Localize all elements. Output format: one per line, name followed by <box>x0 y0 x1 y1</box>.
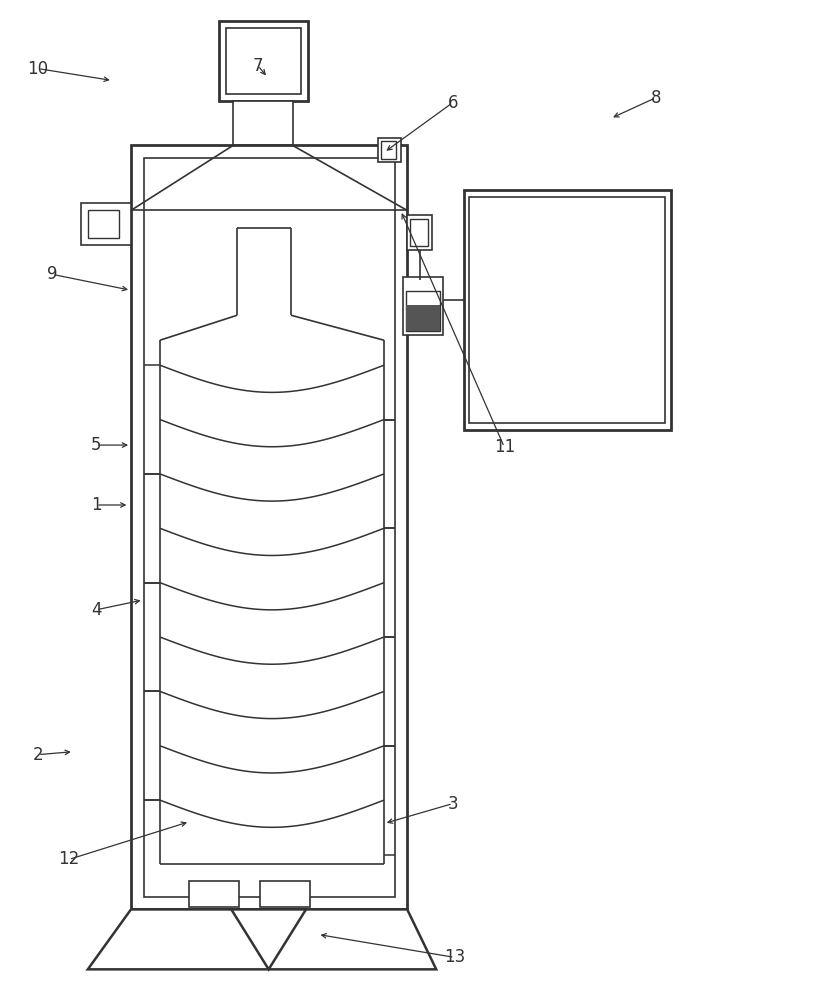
Text: 9: 9 <box>47 265 57 283</box>
Bar <box>406 291 440 331</box>
Bar <box>81 203 131 245</box>
Bar <box>219 21 307 101</box>
Text: 8: 8 <box>651 89 661 107</box>
Bar <box>260 881 310 907</box>
Text: 5: 5 <box>91 436 101 454</box>
Bar <box>233 101 293 145</box>
Text: 7: 7 <box>253 57 263 75</box>
Text: 3: 3 <box>448 795 458 813</box>
Bar <box>407 215 432 250</box>
Bar <box>145 158 395 897</box>
Polygon shape <box>231 909 306 969</box>
Bar <box>406 305 440 331</box>
Bar <box>225 28 301 94</box>
Text: 1: 1 <box>91 496 101 514</box>
Text: 6: 6 <box>448 94 458 112</box>
Bar <box>464 190 671 430</box>
Bar <box>131 145 407 909</box>
Text: 13: 13 <box>444 948 465 966</box>
Bar <box>381 141 396 159</box>
Bar <box>470 197 665 423</box>
Text: 4: 4 <box>91 601 101 619</box>
Polygon shape <box>88 909 436 969</box>
Text: 11: 11 <box>494 438 515 456</box>
Bar <box>189 881 238 907</box>
Text: 12: 12 <box>58 850 79 868</box>
Text: 2: 2 <box>32 746 43 764</box>
Bar <box>378 138 401 162</box>
Bar <box>410 219 428 246</box>
Text: 10: 10 <box>27 60 48 78</box>
Bar <box>403 277 443 335</box>
Bar <box>88 210 120 238</box>
